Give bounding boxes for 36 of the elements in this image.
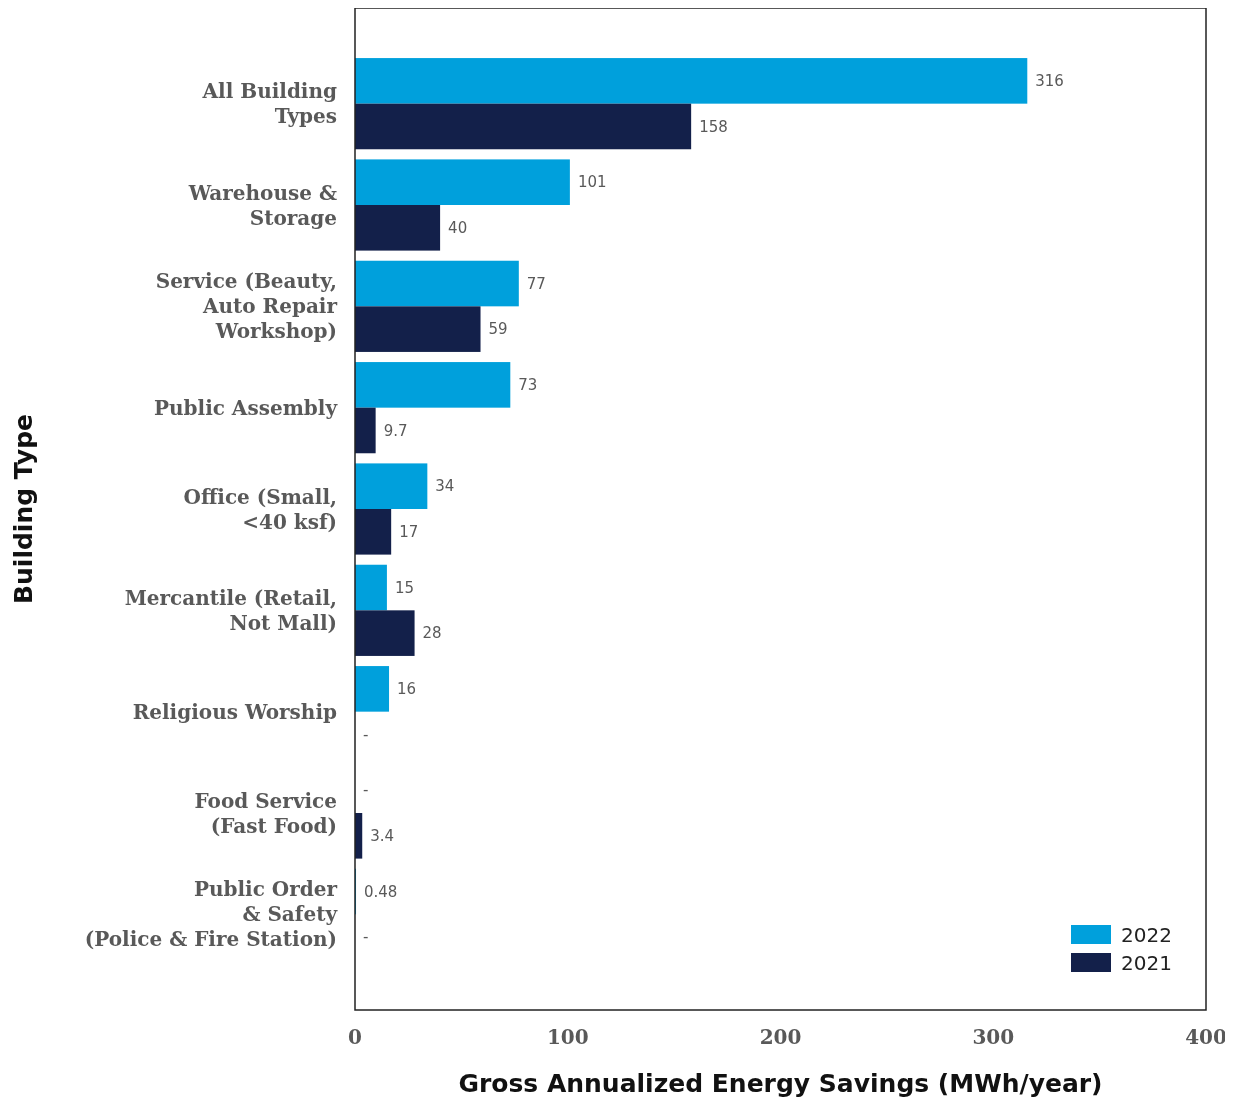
y-tick-label: Service (Beauty, Auto Repair Workshop) [155,269,338,344]
x-tick-label: 300 [972,1025,1015,1049]
x-axis-title: Gross Annualized Energy Savings (MWh/year) [458,1069,1103,1098]
text: - [363,928,369,947]
y-tick-label: Religious Worship [132,699,337,724]
x-tick-label: 0 [348,1025,362,1049]
x-tick-label: 200 [759,1025,802,1049]
data-label: 77 [526,274,546,293]
data-label: 9.7 [383,421,408,440]
data-label: 17 [399,523,419,542]
y-tick-label: Office (Small, <40 ksf) [183,484,337,534]
data-label: 16 [397,680,417,699]
data-label: 15 [394,578,415,597]
y-tick-label: Food Service (Fast Food) [194,788,337,838]
y-tick-label: Public Order & Safety (Police & Fire Station) [84,877,339,952]
x-tick-label: 400 [1185,1025,1227,1049]
y-axis-title: Building Type [9,413,38,605]
legend-label: 2021 [1121,951,1172,975]
data-label: 316 [1035,72,1064,91]
data-label: 73 [518,376,538,395]
legend-label: 2022 [1121,923,1172,947]
y-tick-label: Public Assembly [153,395,339,420]
y-tick-label: Mercantile (Retail, Not Mall) [124,585,337,635]
data-label: 3.4 [370,827,395,846]
text: - [363,725,369,744]
data-label: 101 [577,173,607,192]
data-label: 59 [488,320,508,339]
y-tick-label: Warehouse & Storage [187,180,337,230]
x-tick-label: 100 [546,1025,589,1049]
y-tick-label: All Building Types [201,79,337,129]
data-label: 40 [448,219,468,238]
data-label: 0.48 [364,882,398,901]
text: - [363,781,369,800]
data-label: 158 [699,117,728,136]
data-label: 28 [422,624,442,643]
data-label: 34 [435,477,455,496]
